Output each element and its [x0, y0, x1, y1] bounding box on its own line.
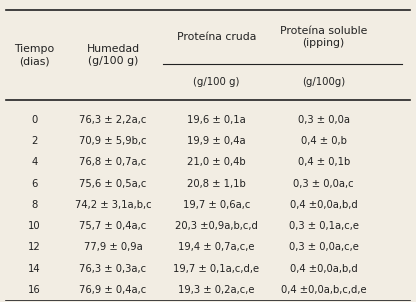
Text: 0,4 ±0,0a,b,d: 0,4 ±0,0a,b,d [290, 264, 358, 274]
Text: 21,0 ± 0,4b: 21,0 ± 0,4b [187, 157, 245, 167]
Text: 19,9 ± 0,4a: 19,9 ± 0,4a [187, 136, 245, 146]
Text: Humedad
(g/100 g): Humedad (g/100 g) [87, 44, 139, 66]
Text: 6: 6 [31, 178, 37, 188]
Text: 19,6 ± 0,1a: 19,6 ± 0,1a [187, 115, 245, 125]
Text: 14: 14 [28, 264, 41, 274]
Text: 19,4 ± 0,7a,c,e: 19,4 ± 0,7a,c,e [178, 243, 255, 252]
Text: 0,3 ± 0,1a,c,e: 0,3 ± 0,1a,c,e [289, 221, 359, 231]
Text: 0: 0 [31, 115, 37, 125]
Text: 0,4 ± 0,b: 0,4 ± 0,b [301, 136, 347, 146]
Text: 2: 2 [31, 136, 37, 146]
Text: 16: 16 [28, 285, 41, 295]
Text: Proteína soluble
(ipping): Proteína soluble (ipping) [280, 27, 367, 48]
Text: 10: 10 [28, 221, 41, 231]
Text: 0,3 ± 0,0a: 0,3 ± 0,0a [298, 115, 350, 125]
Text: Tiempo
(dias): Tiempo (dias) [14, 44, 54, 66]
Text: 70,9 ± 5,9b,c: 70,9 ± 5,9b,c [79, 136, 147, 146]
Text: 4: 4 [31, 157, 37, 167]
Text: 0,4 ±0,0a,b,d: 0,4 ±0,0a,b,d [290, 200, 358, 210]
Text: 20,8 ± 1,1b: 20,8 ± 1,1b [187, 178, 245, 188]
Text: 74,2 ± 3,1a,b,c: 74,2 ± 3,1a,b,c [74, 200, 151, 210]
Text: 19,3 ± 0,2a,c,e: 19,3 ± 0,2a,c,e [178, 285, 255, 295]
Text: 75,7 ± 0,4a,c: 75,7 ± 0,4a,c [79, 221, 146, 231]
Text: 76,3 ± 2,2a,c: 76,3 ± 2,2a,c [79, 115, 147, 125]
Text: 8: 8 [31, 200, 37, 210]
Text: (g/100g): (g/100g) [302, 77, 345, 87]
Text: (g/100 g): (g/100 g) [193, 77, 240, 87]
Text: 20,3 ±0,9a,b,c,d: 20,3 ±0,9a,b,c,d [175, 221, 258, 231]
Text: 76,9 ± 0,4a,c: 76,9 ± 0,4a,c [79, 285, 146, 295]
Text: Proteína cruda: Proteína cruda [176, 32, 256, 42]
Text: 0,3 ± 0,0a,c,e: 0,3 ± 0,0a,c,e [289, 243, 359, 252]
Text: 12: 12 [28, 243, 41, 252]
Text: 0,4 ±0,0a,b,c,d,e: 0,4 ±0,0a,b,c,d,e [281, 285, 366, 295]
Text: 77,9 ± 0,9a: 77,9 ± 0,9a [84, 243, 142, 252]
Text: 75,6 ± 0,5a,c: 75,6 ± 0,5a,c [79, 178, 147, 188]
Text: 19,7 ± 0,1a,c,d,e: 19,7 ± 0,1a,c,d,e [173, 264, 259, 274]
Text: 76,3 ± 0,3a,c: 76,3 ± 0,3a,c [79, 264, 146, 274]
Text: 0,4 ± 0,1b: 0,4 ± 0,1b [297, 157, 350, 167]
Text: 0,3 ± 0,0a,c: 0,3 ± 0,0a,c [293, 178, 354, 188]
Text: 19,7 ± 0,6a,c: 19,7 ± 0,6a,c [183, 200, 250, 210]
Text: 76,8 ± 0,7a,c: 76,8 ± 0,7a,c [79, 157, 146, 167]
